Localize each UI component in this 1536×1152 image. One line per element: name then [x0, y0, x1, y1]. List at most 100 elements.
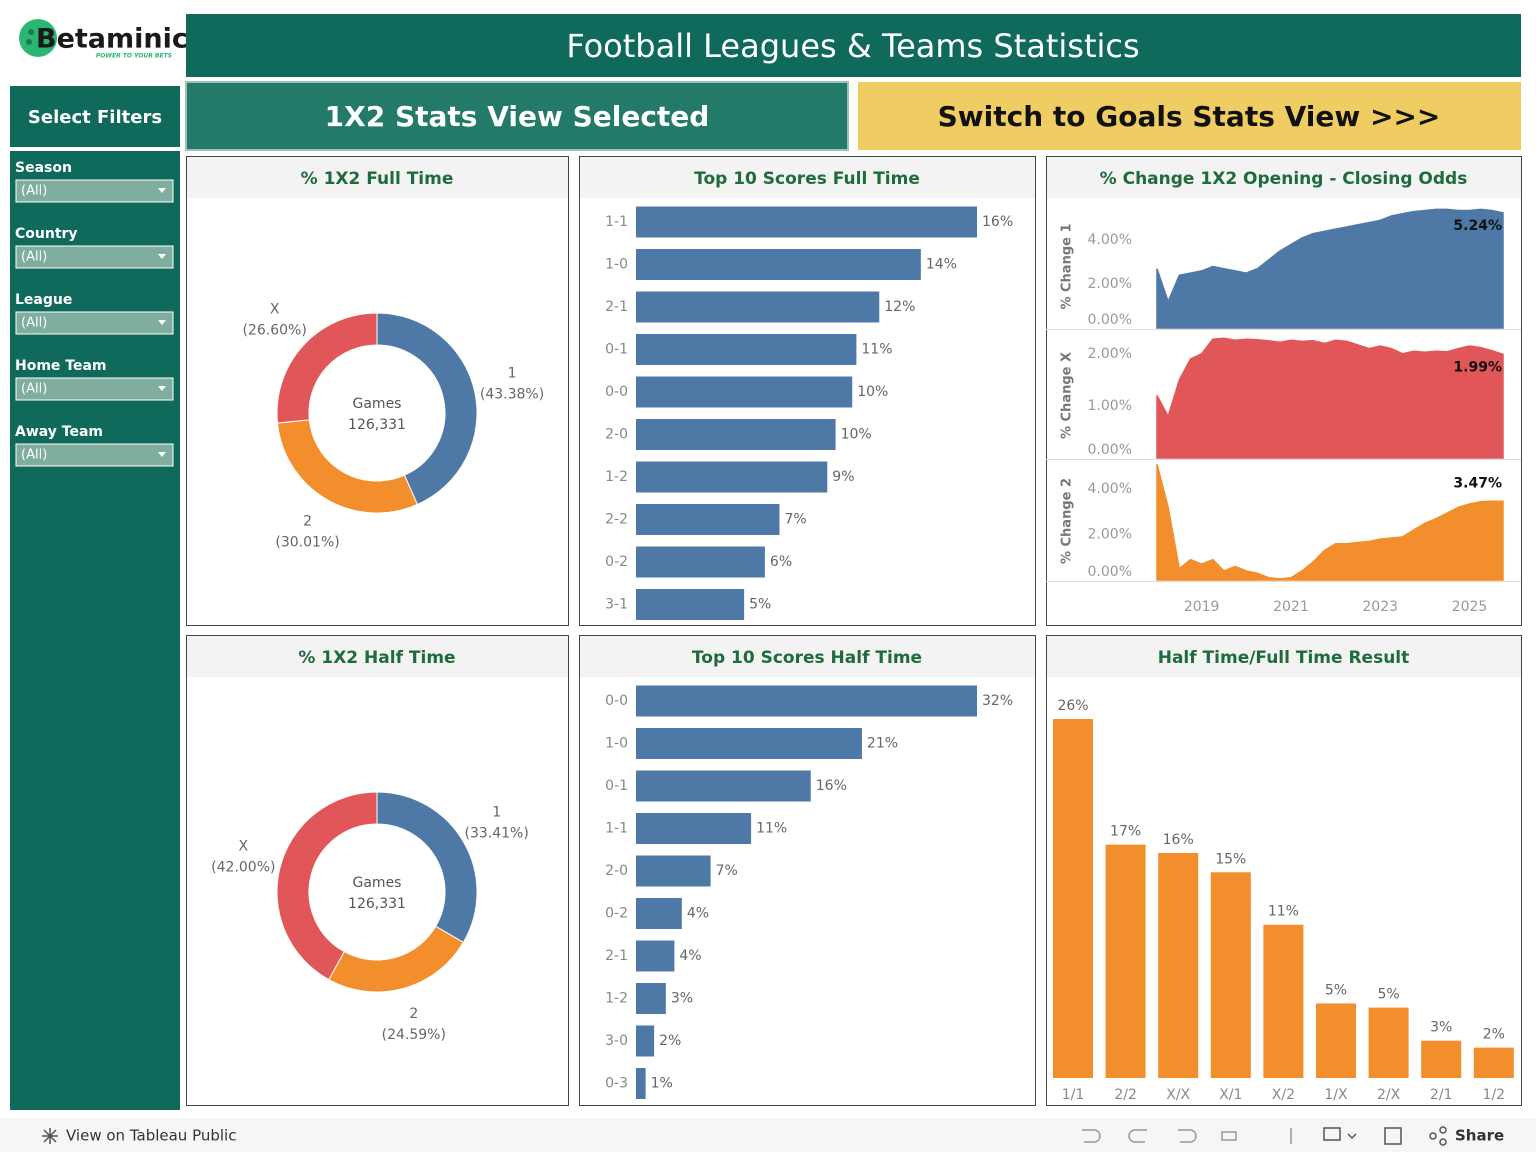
y-category-label: 2-1 [605, 299, 628, 315]
panel-frame [186, 156, 569, 626]
share-button[interactable]: Share [1455, 1127, 1504, 1145]
bar [1210, 872, 1251, 1078]
bar [1263, 924, 1304, 1078]
y-category-label: 1-1 [605, 214, 628, 230]
x-category-label: X/1 [1219, 1087, 1242, 1103]
filter-dropdown[interactable] [15, 443, 174, 467]
bar [636, 461, 828, 493]
bar [636, 728, 862, 759]
bar-value-label: 4% [679, 948, 701, 964]
logo-tagline: POWER TO YOUR BETS [96, 53, 172, 60]
sidebar [10, 151, 180, 1110]
donut-slice [376, 791, 478, 944]
end-value-label: 5.24% [1453, 218, 1502, 234]
bar-value-label: 10% [841, 427, 872, 443]
filter-value[interactable]: (All) [21, 382, 47, 397]
y-category-label: 3-1 [605, 597, 628, 613]
filter-label: Season [15, 160, 72, 176]
panel-header [1047, 157, 1521, 198]
bar-value-label: 4% [687, 906, 709, 922]
slice-category: 2 [409, 1006, 418, 1022]
bar-value-label: 14% [926, 257, 957, 273]
x-category-label: 2/1 [1430, 1087, 1453, 1103]
slice-value-label: (26.60%) [242, 322, 306, 338]
filter-label: Home Team [15, 358, 107, 374]
bar [1158, 852, 1199, 1078]
bar-value-label: 15% [1215, 851, 1246, 867]
filter-dropdown[interactable] [15, 311, 174, 335]
logo-text: Betaminic [36, 24, 188, 55]
y-tick-label: 2.00% [1088, 276, 1132, 292]
dropdown-arrow[interactable] [158, 188, 166, 193]
filter-label: Away Team [15, 424, 103, 440]
chart-title: Top 10 Scores Half Time [692, 648, 922, 668]
bar [1053, 719, 1093, 1078]
chart-title: % 1X2 Half Time [298, 648, 455, 668]
donut-slice [276, 791, 378, 981]
filter-dropdown[interactable] [15, 179, 174, 203]
y-axis-title: % Change 1 [1060, 223, 1075, 309]
y-axis-title: % Change 2 [1060, 478, 1075, 564]
bar-value-label: 9% [832, 469, 854, 485]
filter-value[interactable]: (All) [21, 316, 47, 331]
bar-value-label: 10% [857, 384, 888, 400]
bar [636, 770, 811, 802]
x-category-label: 1/X [1324, 1087, 1348, 1103]
x-category-label: 2/2 [1114, 1087, 1137, 1103]
bar-value-label: 21% [867, 736, 898, 752]
bar-value-label: 3% [671, 991, 693, 1007]
dropdown-arrow[interactable] [158, 386, 166, 391]
dashboard-title: Football Leagues & Teams Statistics [566, 27, 1139, 65]
bar-value-label: 5% [1377, 987, 1399, 1003]
switch-view-label[interactable]: Switch to Goals Stats View >>> [938, 100, 1441, 133]
filter-value[interactable]: (All) [21, 448, 47, 463]
y-tick-label: 0.00% [1088, 442, 1132, 458]
bar [636, 291, 880, 323]
bar [1473, 1047, 1514, 1078]
area [1156, 464, 1504, 581]
logo-icon-dot [28, 29, 34, 35]
selected-view-button[interactable] [185, 81, 849, 151]
y-category-label: 0-0 [605, 384, 628, 400]
bar-value-label: 11% [861, 342, 892, 358]
filter-dropdown[interactable] [15, 377, 174, 401]
dropdown-arrow[interactable] [158, 320, 166, 325]
filter-label: Country [15, 226, 78, 242]
slice-category: 1 [492, 804, 501, 820]
slice-category: X [270, 301, 280, 317]
filter-label: League [15, 292, 72, 308]
donut-slice [276, 312, 378, 424]
bar [636, 855, 711, 887]
device-icons[interactable] [1323, 1126, 1447, 1146]
panel-header [580, 636, 1035, 677]
filter-value[interactable]: (All) [21, 250, 47, 265]
dropdown-arrow[interactable] [158, 452, 166, 457]
slice-value-label: (42.00%) [211, 860, 275, 876]
bar-value-label: 1% [651, 1076, 673, 1092]
y-category-label: 0-3 [605, 1076, 628, 1092]
bar [1316, 1003, 1356, 1078]
y-category-label: 2-1 [605, 948, 628, 964]
panel-frame [186, 635, 569, 1106]
dropdown-arrow[interactable] [158, 254, 166, 259]
bar-value-label: 16% [982, 214, 1013, 230]
x-tick-label: 2023 [1362, 599, 1398, 615]
view-on-tableau-link[interactable]: View on Tableau Public [66, 1127, 236, 1145]
toolbar-icons[interactable] [1082, 1128, 1292, 1144]
bar-value-label: 2% [1483, 1027, 1505, 1043]
center-label: Games [353, 875, 402, 891]
logo-icon [19, 19, 57, 57]
panel-header [187, 157, 568, 198]
bar-value-label: 12% [884, 299, 915, 315]
y-category-label: 0-0 [605, 693, 628, 709]
slice-category: X [239, 839, 249, 855]
slice-value-label: (30.01%) [275, 534, 339, 550]
filter-value[interactable]: (All) [21, 184, 47, 199]
bar [636, 376, 853, 408]
y-category-label: 0-1 [605, 778, 628, 794]
filter-dropdown[interactable] [15, 245, 174, 269]
bar [636, 940, 675, 972]
switch-view-button[interactable] [858, 82, 1521, 150]
